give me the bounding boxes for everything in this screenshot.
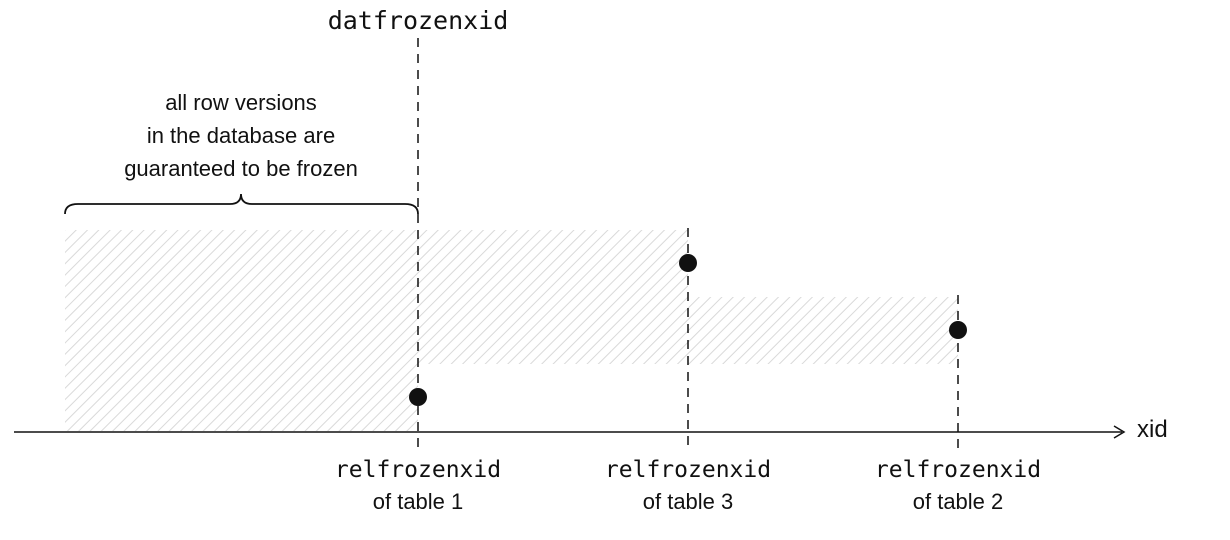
table3-caption-line1: relfrozenxid [604, 457, 772, 483]
table3-caption-line2: of table 3 [642, 489, 734, 514]
table2-caption-line2: of table 2 [912, 489, 1004, 514]
frozen-region [65, 230, 418, 431]
table2-marker [949, 321, 967, 339]
table3-region [418, 230, 688, 364]
table1-marker [409, 388, 427, 406]
table2-region [688, 297, 958, 364]
axis-arrowhead [1113, 425, 1126, 439]
table2-caption-line1: relfrozenxid [874, 457, 1042, 483]
frozen-note-line: guaranteed to be frozen [124, 156, 358, 181]
table1-caption-line2: of table 1 [372, 489, 464, 514]
table1-caption: relfrozenxid of table 1 [335, 455, 501, 519]
frozen-note-line: in the database are [146, 123, 336, 148]
table3-marker [679, 254, 697, 272]
frozen-note-line: all row versions [165, 90, 317, 115]
table3-caption: relfrozenxid of table 3 [605, 455, 771, 519]
axis-label: xid [1137, 416, 1168, 443]
frozen-brace [64, 193, 419, 215]
datfrozenxid-label: datfrozenxid [327, 6, 509, 35]
table2-caption: relfrozenxid of table 2 [875, 455, 1041, 519]
table1-caption-line1: relfrozenxid [334, 457, 502, 483]
frozen-note: all row versions in the database are gua… [124, 86, 358, 185]
